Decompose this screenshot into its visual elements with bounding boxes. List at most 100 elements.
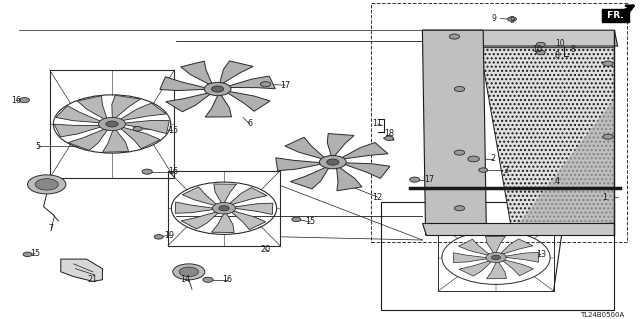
Polygon shape xyxy=(160,77,205,91)
Polygon shape xyxy=(486,262,506,279)
Text: 20: 20 xyxy=(260,245,271,254)
Circle shape xyxy=(603,134,613,139)
Circle shape xyxy=(106,121,118,127)
Polygon shape xyxy=(227,91,270,111)
Text: 17: 17 xyxy=(280,81,290,90)
Text: 15: 15 xyxy=(168,126,178,135)
Circle shape xyxy=(492,255,500,260)
Bar xyxy=(371,3,627,241)
Polygon shape xyxy=(120,127,160,149)
Circle shape xyxy=(454,206,465,211)
Text: FR.: FR. xyxy=(604,11,627,20)
Bar xyxy=(381,202,614,310)
Circle shape xyxy=(292,217,301,222)
Text: 11: 11 xyxy=(372,120,383,129)
Circle shape xyxy=(319,155,346,169)
Text: 6: 6 xyxy=(247,120,252,129)
Circle shape xyxy=(536,42,545,47)
Text: 17: 17 xyxy=(424,175,434,184)
Circle shape xyxy=(211,86,224,92)
Polygon shape xyxy=(512,99,614,232)
Text: 16: 16 xyxy=(168,167,178,176)
Polygon shape xyxy=(112,95,140,118)
Circle shape xyxy=(173,264,205,280)
Text: 2: 2 xyxy=(490,154,495,163)
Polygon shape xyxy=(505,252,539,262)
Polygon shape xyxy=(182,187,217,205)
Text: 7: 7 xyxy=(49,224,54,234)
Polygon shape xyxy=(422,223,614,235)
Polygon shape xyxy=(228,76,275,89)
Polygon shape xyxy=(180,61,212,85)
Text: 9: 9 xyxy=(509,16,515,25)
Circle shape xyxy=(204,82,231,96)
Circle shape xyxy=(603,61,613,66)
Polygon shape xyxy=(422,30,618,46)
Text: 9: 9 xyxy=(492,14,497,23)
Polygon shape xyxy=(459,239,490,255)
Polygon shape xyxy=(166,93,211,112)
Text: 18: 18 xyxy=(384,129,394,138)
Text: 16: 16 xyxy=(11,96,21,105)
Polygon shape xyxy=(120,103,166,121)
Polygon shape xyxy=(500,239,533,254)
Text: 8: 8 xyxy=(554,51,559,60)
Polygon shape xyxy=(341,143,388,159)
Text: 15: 15 xyxy=(305,218,316,226)
Polygon shape xyxy=(453,253,487,263)
Polygon shape xyxy=(68,129,108,150)
Text: 4: 4 xyxy=(554,177,559,186)
Circle shape xyxy=(219,206,229,211)
Circle shape xyxy=(410,177,420,182)
Circle shape xyxy=(449,34,460,39)
Polygon shape xyxy=(231,211,266,230)
Circle shape xyxy=(133,127,142,131)
Circle shape xyxy=(154,234,163,239)
Circle shape xyxy=(179,267,198,277)
Polygon shape xyxy=(327,134,354,156)
Bar xyxy=(50,70,174,178)
Circle shape xyxy=(454,86,465,92)
Bar xyxy=(438,224,554,291)
Polygon shape xyxy=(214,184,237,203)
Polygon shape xyxy=(102,130,129,152)
Circle shape xyxy=(203,277,213,282)
Polygon shape xyxy=(234,203,273,214)
Circle shape xyxy=(536,50,545,55)
Circle shape xyxy=(212,203,236,214)
Circle shape xyxy=(385,136,394,140)
Circle shape xyxy=(486,252,506,263)
Polygon shape xyxy=(220,61,253,84)
Polygon shape xyxy=(54,124,101,137)
Polygon shape xyxy=(459,261,492,276)
Polygon shape xyxy=(181,212,218,229)
Circle shape xyxy=(23,252,32,256)
Circle shape xyxy=(260,82,271,87)
Circle shape xyxy=(28,175,66,194)
Circle shape xyxy=(99,117,125,130)
Text: 16: 16 xyxy=(222,275,232,284)
Polygon shape xyxy=(502,260,533,276)
Circle shape xyxy=(454,150,465,155)
Polygon shape xyxy=(480,48,614,232)
Circle shape xyxy=(35,179,58,190)
Circle shape xyxy=(468,156,479,162)
Polygon shape xyxy=(205,95,232,117)
Polygon shape xyxy=(276,158,321,171)
Text: 8: 8 xyxy=(570,45,575,54)
Text: 5: 5 xyxy=(36,142,41,151)
Text: 14: 14 xyxy=(180,275,191,284)
Bar xyxy=(168,171,280,246)
Polygon shape xyxy=(211,213,234,233)
Polygon shape xyxy=(291,167,329,189)
Text: 12: 12 xyxy=(372,193,383,202)
Text: 13: 13 xyxy=(536,250,546,259)
Circle shape xyxy=(19,98,29,103)
Polygon shape xyxy=(337,167,362,191)
Text: TL24B0500A: TL24B0500A xyxy=(580,312,624,317)
Circle shape xyxy=(142,169,152,174)
Text: 1: 1 xyxy=(602,193,607,202)
Text: 19: 19 xyxy=(164,231,175,240)
Polygon shape xyxy=(175,202,214,213)
Polygon shape xyxy=(230,188,267,204)
